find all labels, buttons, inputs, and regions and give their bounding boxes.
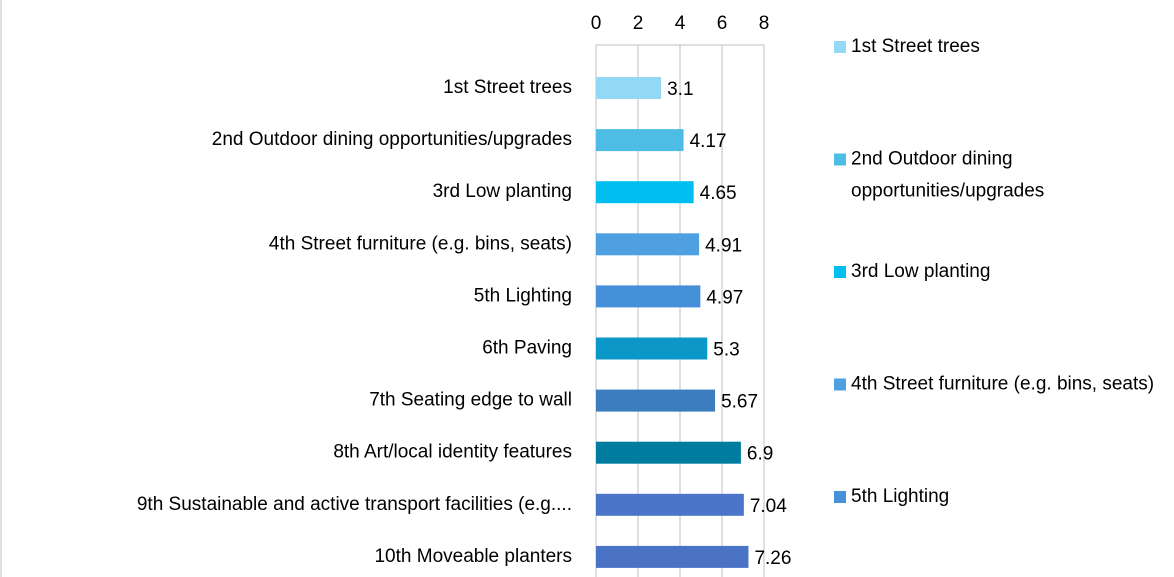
data-label: 4.97 [706, 287, 743, 308]
legend-swatch [834, 266, 846, 278]
legend-label: 4th Street furniture (e.g. bins, seats) [851, 374, 1154, 395]
y-tick-label: 8th Art/local identity features [333, 442, 572, 463]
bar [596, 233, 700, 256]
data-label: 5.67 [721, 392, 758, 413]
bar [596, 545, 749, 568]
legend-line: 4th Street furniture (e.g. bins, seats) [851, 374, 1154, 395]
x-tick-label: 2 [633, 13, 644, 34]
x-tick-label: 8 [759, 13, 770, 34]
y-tick-label: 1st Street trees [443, 77, 572, 98]
x-tick-label: 0 [591, 13, 602, 34]
legend-label: 2nd Outdoor dining opportunities/upgrades [851, 149, 1044, 202]
y-tick-label: 5th Lighting [474, 285, 572, 306]
data-label: 5.3 [713, 340, 739, 361]
bar [596, 77, 662, 99]
data-label: 6.9 [747, 444, 773, 465]
legend-swatch [834, 491, 846, 503]
legend-line: 3rd Low planting [851, 261, 990, 282]
legend-label: 1st Street trees [851, 36, 980, 57]
y-tick-label: 4th Street furniture (e.g. bins, seats) [269, 233, 572, 254]
data-label: 4.91 [705, 235, 742, 256]
legend-label: 3rd Low planting [851, 261, 990, 282]
data-label: 4.65 [700, 183, 737, 204]
legend-line: 1st Street trees [851, 36, 980, 57]
bar [596, 181, 694, 204]
legend-line: 5th Lighting [851, 486, 949, 507]
y-tick-label: 7th Seating edge to wall [369, 390, 572, 411]
x-tick-label: 6 [717, 13, 728, 34]
y-tick-label: 10th Moveable planters [374, 546, 572, 567]
legend-label: 5th Lighting [851, 486, 949, 507]
data-label: 3.1 [667, 79, 693, 100]
bar [596, 389, 716, 412]
y-tick-label: 2nd Outdoor dining opportunities/upgrade… [212, 129, 572, 150]
bar [596, 129, 684, 152]
bar [596, 493, 744, 516]
legend-swatch [834, 378, 846, 391]
legend-line: opportunities/upgrades [851, 181, 1044, 202]
bar [596, 441, 741, 464]
data-label: 4.17 [690, 131, 727, 152]
y-tick-label: 9th Sustainable and active transport fac… [137, 494, 572, 515]
legend-swatch [834, 153, 846, 166]
data-label: 7.26 [754, 548, 791, 569]
y-tick-label: 3rd Low planting [433, 181, 572, 202]
data-label: 7.04 [750, 496, 787, 517]
legend-line: 2nd Outdoor dining [851, 149, 1013, 170]
legend-swatch [834, 41, 846, 53]
y-tick-label: 6th Paving [482, 338, 572, 359]
bar [596, 285, 701, 308]
bar [596, 337, 708, 360]
x-tick-label: 4 [675, 13, 686, 34]
